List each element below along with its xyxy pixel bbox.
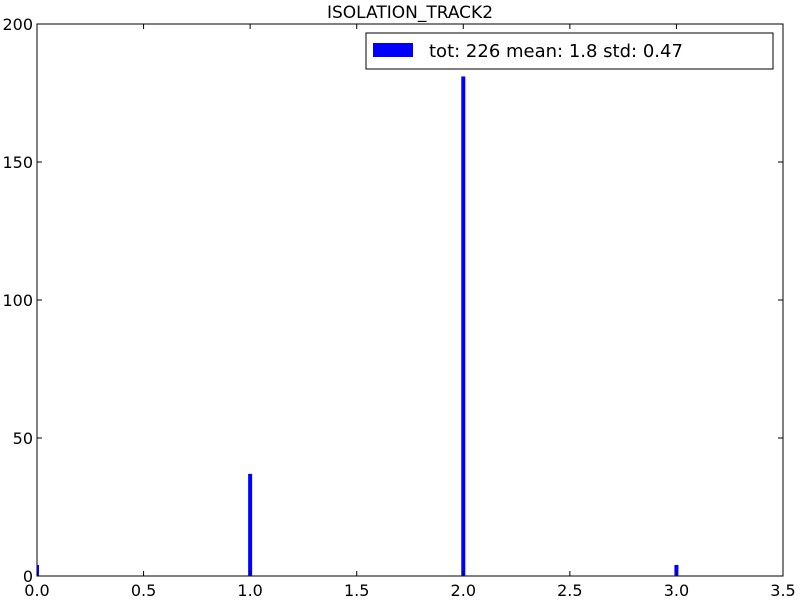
plot-frame xyxy=(36,23,784,577)
histogram-bar xyxy=(461,76,466,576)
x-tick-label: 2.0 xyxy=(451,581,476,600)
legend: tot: 226 mean: 1.8 std: 0.47 xyxy=(365,32,774,70)
y-tick-label: 150 xyxy=(2,153,33,172)
legend-box xyxy=(365,32,774,70)
bars-layer xyxy=(37,76,679,576)
histogram-bar xyxy=(37,564,39,576)
y-tick-label: 50 xyxy=(13,429,33,448)
ticks-layer: 0.0 0.5 1.0 1.5 2.0 2.5 3.0 3.5 0 50 100 150 200 xyxy=(2,15,795,600)
x-tick-label: 0.0 xyxy=(24,581,49,600)
x-tick-label: 0.5 xyxy=(131,581,156,600)
chart-title: ISOLATION_TRACK2 xyxy=(327,3,493,23)
histogram-bar xyxy=(674,564,679,576)
x-tick-label: 1.5 xyxy=(344,581,369,600)
y-tick-label: 0 xyxy=(23,567,33,586)
x-tick-label: 3.5 xyxy=(770,581,795,600)
legend-label: tot: 226 mean: 1.8 std: 0.47 xyxy=(429,41,683,62)
x-tick-label: 1.0 xyxy=(237,581,262,600)
x-tick-label: 3.0 xyxy=(664,581,689,600)
legend-swatch xyxy=(373,43,413,57)
histogram-bar xyxy=(248,473,253,576)
y-tick-label: 200 xyxy=(2,15,33,34)
y-tick-label: 100 xyxy=(2,291,33,310)
x-tick-label: 2.5 xyxy=(557,581,582,600)
